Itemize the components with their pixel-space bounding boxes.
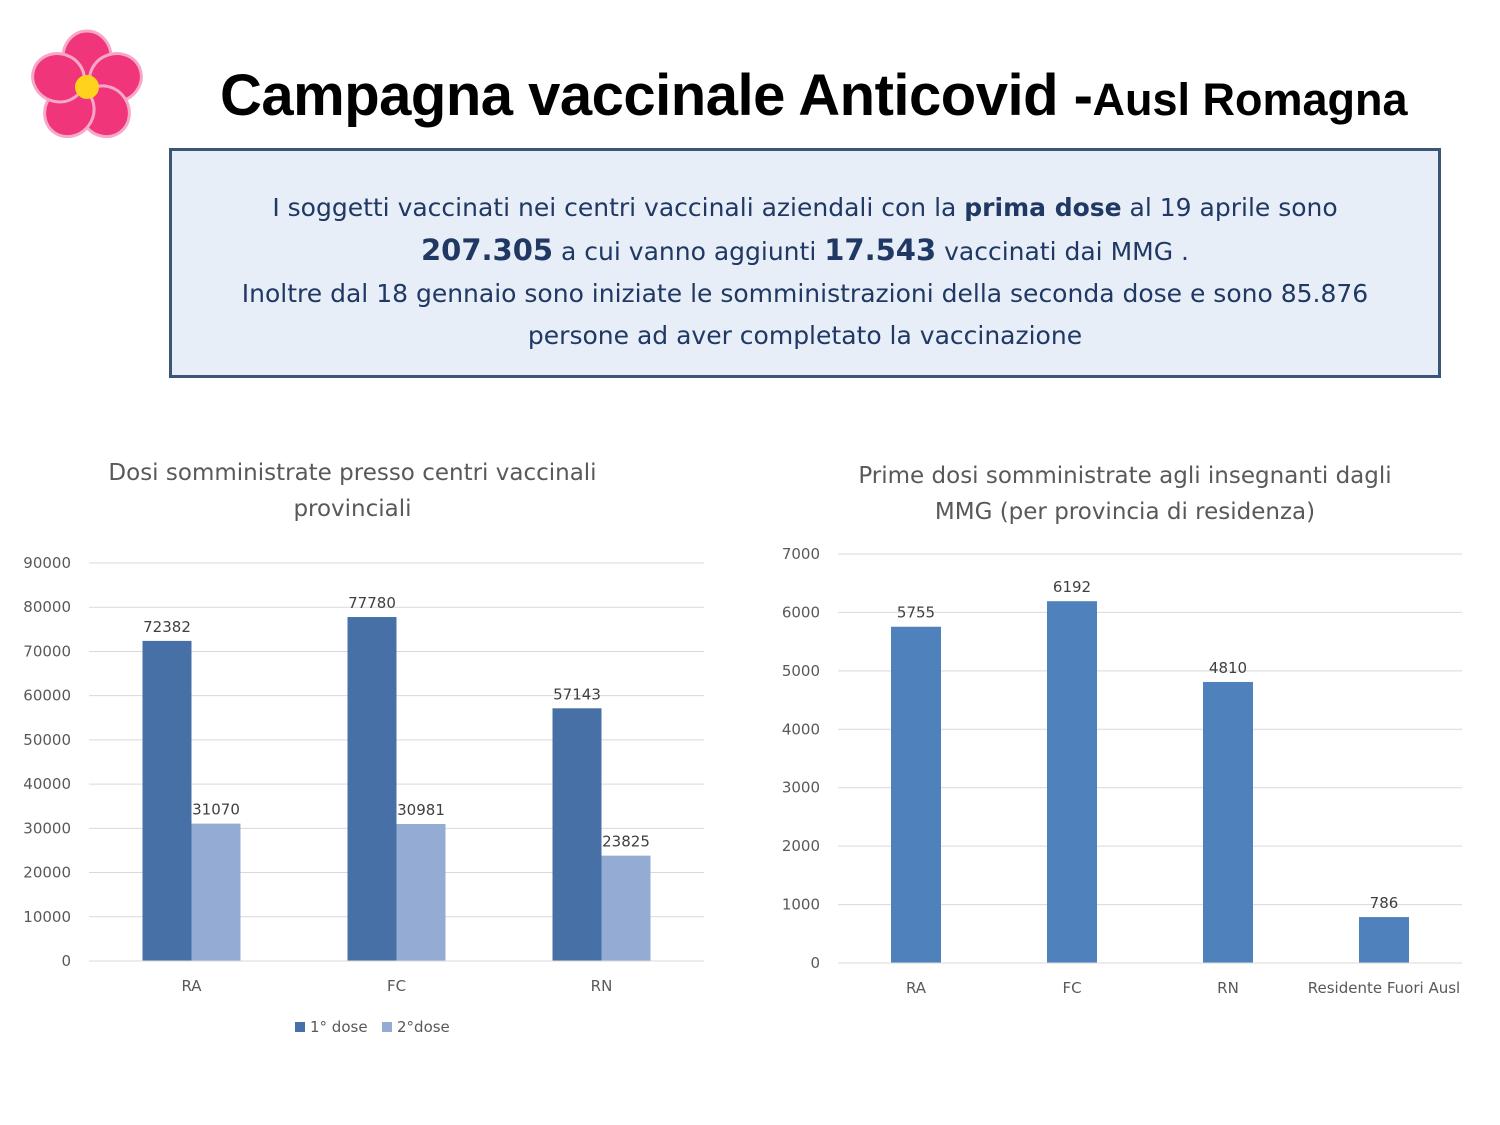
chart1-data-label: 77780: [348, 594, 396, 612]
summary-box: I soggetti vaccinati nei centri vaccinal…: [169, 148, 1441, 378]
chart1-ytick-label: 30000: [23, 819, 71, 837]
chart2-category-label: RN: [1217, 979, 1239, 997]
summary-line1-bold: prima dose: [964, 193, 1122, 222]
chart2-bar: [891, 626, 941, 963]
chart1-bar: [396, 823, 446, 961]
chart1-ytick-label: 70000: [23, 642, 71, 660]
chart1-bar: [347, 617, 397, 961]
summary-mmg-count: 17.543: [824, 233, 937, 267]
chart1-ytick-label: 50000: [23, 731, 71, 749]
chart1-data-label: 23825: [602, 833, 650, 851]
chart2-ytick-label: 7000: [782, 545, 820, 563]
chart2-ytick-label: 5000: [782, 662, 820, 680]
chart2-title-line2: MMG (per provincia di residenza): [934, 499, 1316, 525]
chart1-title: Dosi somministrate presso centri vaccina…: [70, 455, 635, 527]
chart2-data-label: 4810: [1209, 659, 1247, 677]
chart2-ytick-label: 4000: [782, 720, 820, 738]
pink-flower-icon: [31, 29, 143, 139]
summary-line2-post: vaccinati dai MMG .: [936, 237, 1189, 266]
summary-first-dose-count: 207.305: [420, 233, 554, 267]
chart1-title-line2: provinciali: [293, 496, 412, 522]
chart1-ytick-label: 80000: [23, 598, 71, 616]
chart1-legend-swatch: [295, 1022, 305, 1032]
chart2-data-label: 786: [1370, 894, 1399, 912]
chart2-data-label: 6192: [1053, 578, 1091, 596]
chart1-ytick-label: 40000: [23, 775, 71, 793]
chart1-ytick-label: 20000: [23, 864, 71, 882]
chart1-category-label: RN: [591, 977, 613, 995]
chart2-category-label: Residente Fuori Ausl: [1308, 979, 1460, 997]
chart1-data-label: 31070: [192, 801, 240, 819]
title-main: Campagna vaccinale Anticovid -: [220, 63, 1093, 128]
chart2-ytick-label: 3000: [782, 779, 820, 797]
summary-line1-post: al 19 aprile sono: [1121, 193, 1338, 222]
summary-text: I soggetti vaccinati nei centri vaccinal…: [172, 187, 1438, 357]
chart1-ytick-label: 90000: [23, 554, 71, 572]
chart1-plot: 0 10000 20000 30000 40000 50000 60000 70000 8000…: [23, 554, 704, 1036]
chart1-data-label: 57143: [553, 685, 601, 703]
summary-line-1: I soggetti vaccinati nei centri vaccinal…: [172, 187, 1438, 229]
chart1-ytick-label: 60000: [23, 687, 71, 705]
summary-line2-mid: a cui vanno aggiunti: [553, 237, 825, 266]
summary-line1-pre: I soggetti vaccinati nei centri vaccinal…: [272, 193, 965, 222]
chart1-bar: [142, 640, 192, 961]
chart2-title: Prime dosi somministrate agli insegnanti…: [830, 458, 1420, 530]
summary-line-4: persone ad aver completato la vaccinazio…: [527, 321, 1083, 350]
page-title: Campagna vaccinale Anticovid -Ausl Romag…: [220, 62, 1480, 129]
chart2-bar: [1359, 917, 1409, 963]
chart1-legend-swatch: [382, 1022, 392, 1032]
chart2-category-label: FC: [1062, 979, 1081, 997]
chart2-category-label: RA: [906, 979, 927, 997]
chart1-ytick-label: 0: [61, 952, 71, 970]
chart1-title-line1: Dosi somministrate presso centri vaccina…: [108, 460, 597, 486]
chart2-ytick-label: 0: [810, 954, 820, 972]
chart1-bar: [552, 708, 602, 961]
chart2-title-line1: Prime dosi somministrate agli insegnanti…: [858, 463, 1392, 489]
chart1-data-label: 72382: [143, 618, 191, 636]
chart2-data-label: 5755: [897, 604, 935, 622]
chart2-ytick-label: 1000: [782, 896, 820, 914]
chart1-category-label: FC: [387, 977, 406, 995]
chart1-bar: [601, 855, 651, 961]
flower-logo: [25, 25, 150, 150]
chart1-legend-label: 2°dose: [397, 1018, 450, 1036]
chart1-legend-label: 1° dose: [310, 1018, 368, 1036]
chart2-plot: 0 1000 2000 3000 4000 5000 6000 7000 RA 5755 FC 619…: [782, 545, 1462, 997]
chart1-bar: [191, 823, 241, 961]
chart1-data-label: 30981: [397, 801, 445, 819]
chart2-bar: [1203, 681, 1253, 963]
chart2-bar: [1047, 601, 1097, 963]
chart2-ytick-label: 6000: [782, 603, 820, 621]
title-sub: Ausl Romagna: [1092, 74, 1408, 125]
chart1-ytick-label: 10000: [23, 908, 71, 926]
summary-line-3: Inoltre dal 18 gennaio sono iniziate le …: [241, 279, 1369, 308]
chart2-ytick-label: 2000: [782, 837, 820, 855]
summary-line-2: 207.305 a cui vanno aggiunti 17.543 vacc…: [172, 229, 1438, 273]
chart1-category-label: RA: [181, 977, 202, 995]
